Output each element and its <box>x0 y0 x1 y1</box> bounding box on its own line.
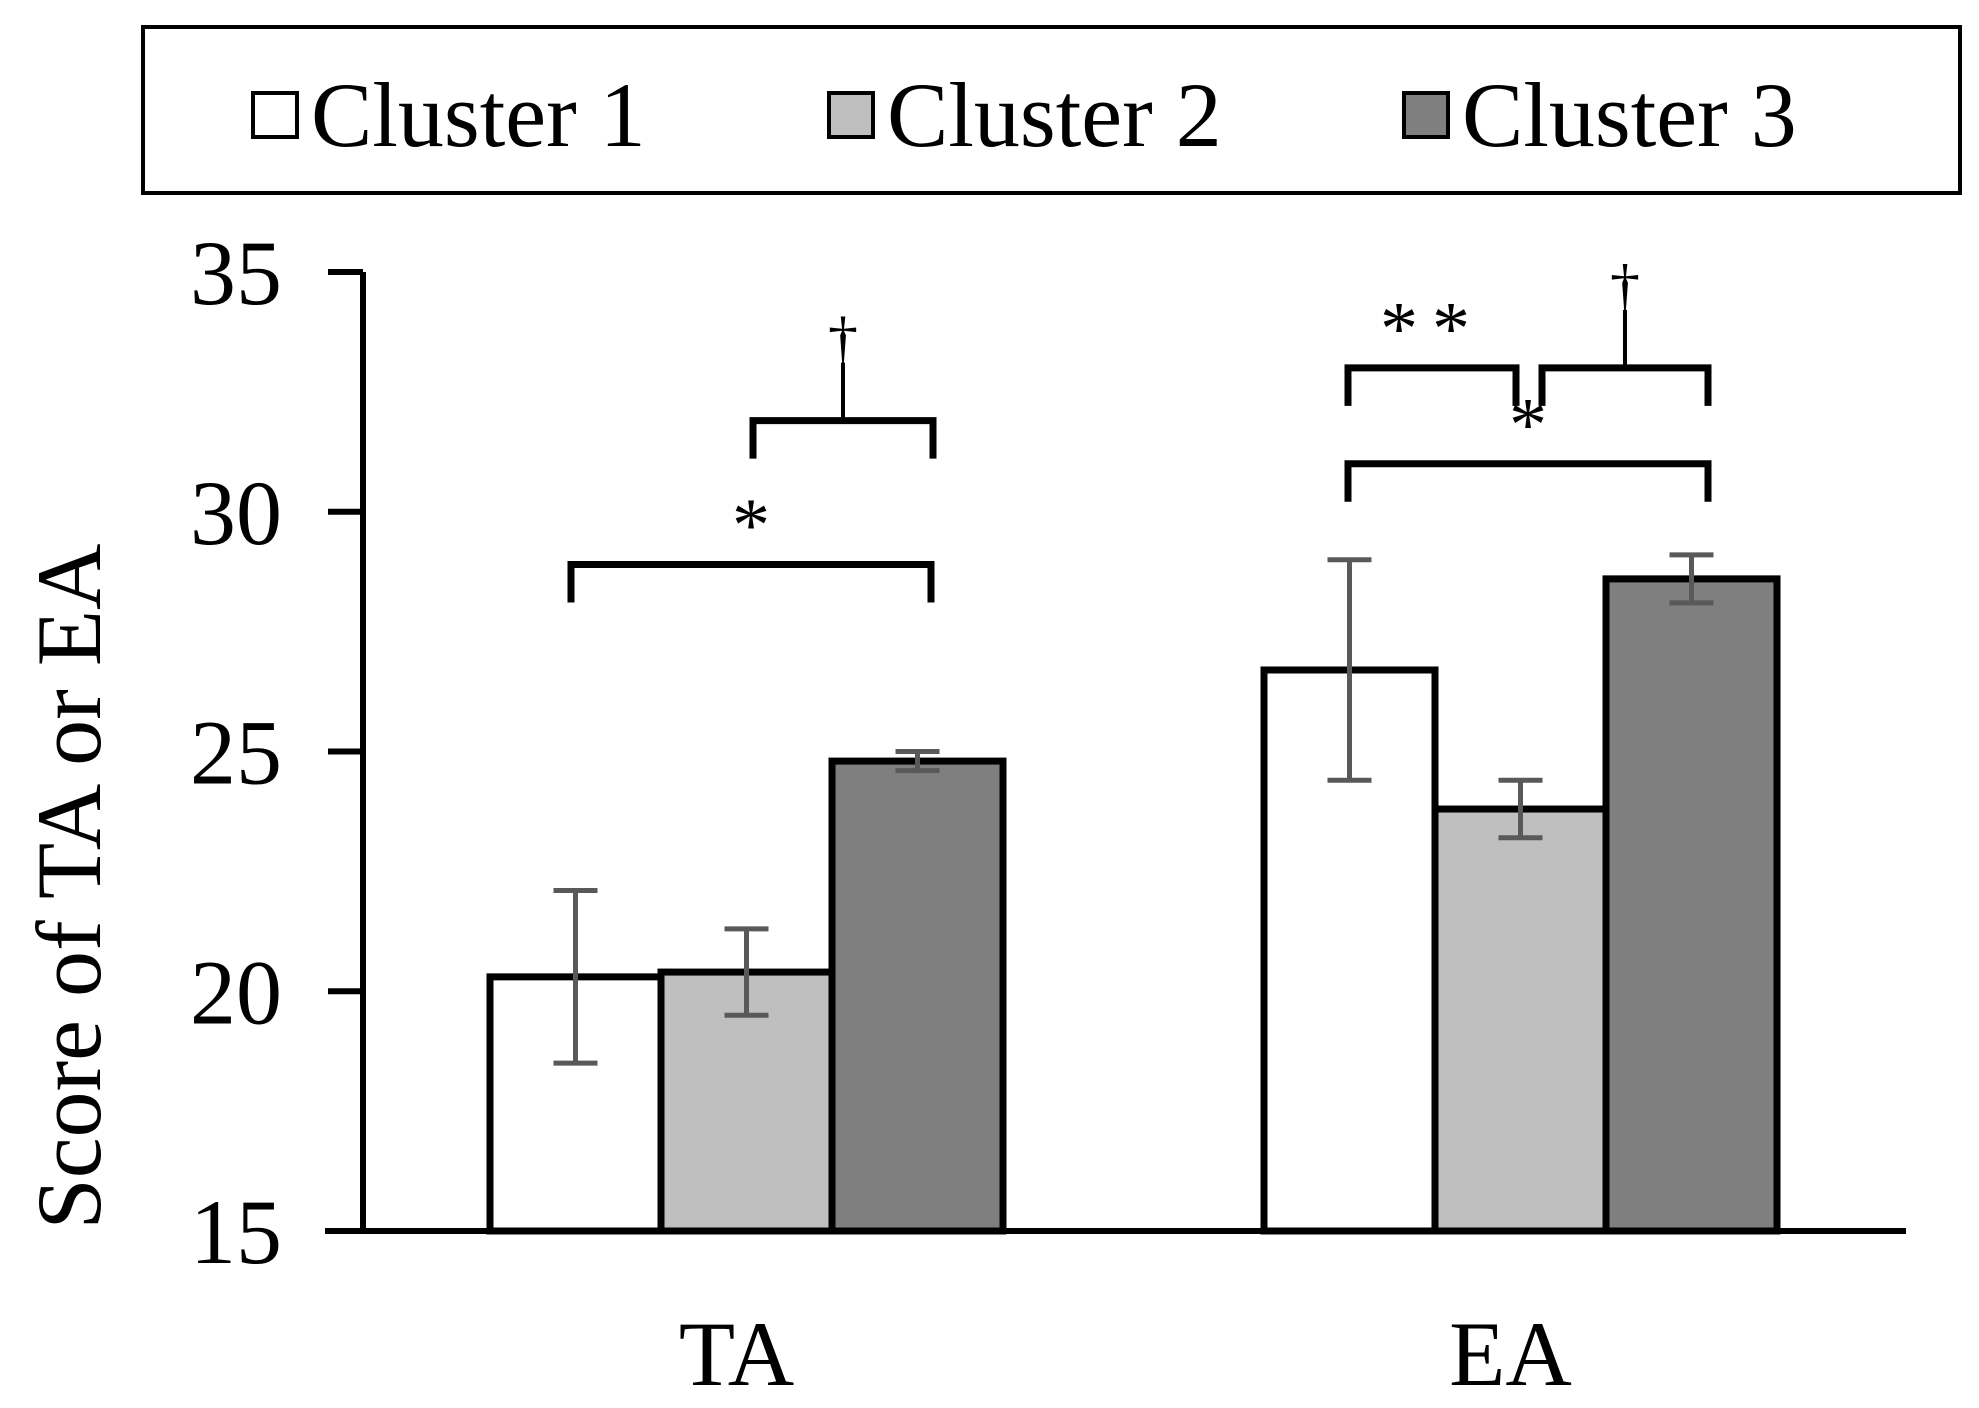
y-tick-label-30: 30 <box>190 462 282 564</box>
error-bar-ea-cluster-1 <box>1327 557 1372 783</box>
bracket-line <box>1344 364 1520 406</box>
bar-ta-cluster-3 <box>828 757 1007 1235</box>
significance-bracket-ea-4 <box>1538 364 1712 406</box>
y-tick-label-35: 35 <box>190 222 282 324</box>
significance-bracket-ea-2 <box>1344 460 1712 502</box>
legend-swatch-cluster-1 <box>251 91 299 139</box>
error-bar-ea-cluster-3 <box>1669 552 1714 606</box>
y-tick-label-20: 20 <box>190 941 282 1043</box>
bracket-line <box>1538 364 1712 406</box>
x-category-label-ta: TA <box>679 1303 794 1405</box>
bracket-line <box>1344 460 1712 502</box>
legend: Cluster 1 Cluster 2 Cluster 3 <box>141 25 1962 195</box>
bracket-line <box>567 560 935 603</box>
bracket-line <box>749 417 937 459</box>
bar-ea-cluster-2 <box>1431 805 1610 1235</box>
legend-swatch-cluster-2 <box>827 91 875 139</box>
error-bar-ta-cluster-2 <box>724 926 769 1018</box>
significance-bracket-ta-1 <box>749 417 937 459</box>
bar-ea-cluster-3 <box>1602 575 1781 1235</box>
legend-swatch-cluster-3 <box>1402 91 1450 139</box>
y-tick-label-15: 15 <box>190 1181 282 1283</box>
significance-label: † <box>828 306 858 372</box>
significance-label: ** <box>1380 287 1484 371</box>
significance-label: * <box>732 483 770 567</box>
y-tick-label-25: 25 <box>190 702 282 804</box>
significance-bracket-ta-0 <box>567 560 935 603</box>
significance-label: † <box>1610 253 1640 319</box>
significance-bracket-ea-3 <box>1344 364 1520 406</box>
x-category-label-ea: EA <box>1449 1303 1572 1405</box>
error-bar-ea-cluster-2 <box>1498 777 1543 841</box>
significance-label: * <box>1509 383 1547 467</box>
error-bar-ta-cluster-1 <box>553 888 598 1066</box>
error-bar-ta-cluster-3 <box>895 749 940 774</box>
y-axis-title: Score of TA or EA <box>18 544 120 1230</box>
